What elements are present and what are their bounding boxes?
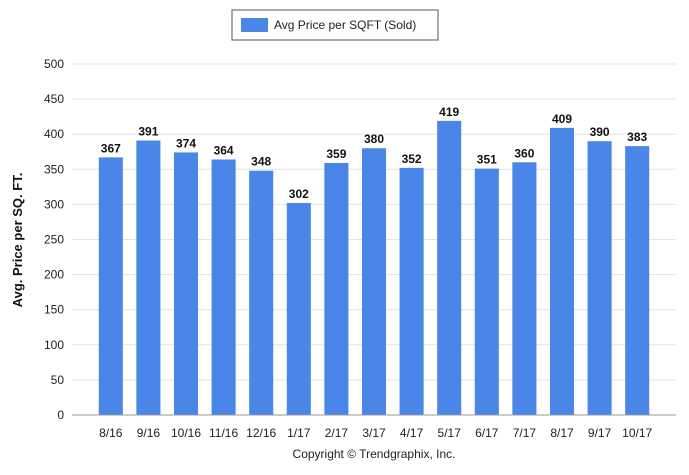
data-label: 360 — [514, 146, 534, 160]
y-tick-label: 0 — [57, 408, 64, 422]
data-label: 383 — [627, 130, 647, 144]
data-label: 352 — [402, 152, 422, 166]
y-tick-label: 50 — [51, 373, 65, 387]
data-label: 380 — [364, 132, 384, 146]
x-tick-label: 11/16 — [209, 426, 238, 440]
bar — [437, 120, 462, 415]
y-tick-label: 100 — [44, 338, 64, 352]
y-tick-label: 300 — [44, 197, 64, 211]
bar — [625, 146, 650, 415]
x-tick-label: 1/17 — [287, 426, 311, 440]
data-label: 348 — [251, 155, 271, 169]
data-label: 390 — [590, 125, 610, 139]
y-tick-label: 450 — [44, 92, 64, 106]
bar — [98, 157, 123, 415]
bar — [549, 127, 575, 415]
x-tick-label: 10/17 — [622, 426, 652, 440]
y-axis-title: Avg. Price per SQ. FT. — [10, 173, 25, 308]
bar — [324, 162, 349, 415]
data-label: 391 — [138, 125, 158, 139]
x-tick-label: 6/17 — [475, 426, 499, 440]
data-label: 359 — [326, 147, 346, 161]
bar — [211, 159, 236, 415]
bar — [136, 140, 161, 415]
bars — [98, 120, 650, 416]
data-label: 351 — [477, 153, 497, 167]
bar — [512, 162, 537, 415]
y-tick-label: 350 — [44, 162, 64, 176]
legend-label: Avg Price per SQFT (Sold) — [274, 18, 416, 32]
y-axis-ticks: 0 50 100 150 200 250 300 350 400 450 500 — [44, 57, 64, 422]
x-tick-label: 12/16 — [246, 426, 276, 440]
data-label: 374 — [176, 136, 196, 150]
bar — [173, 152, 199, 415]
bar — [474, 168, 499, 415]
x-tick-label: 2/17 — [325, 426, 349, 440]
bar — [587, 141, 612, 415]
x-tick-label: 4/17 — [400, 426, 424, 440]
data-label: 409 — [552, 112, 572, 126]
x-tick-label: 8/16 — [99, 426, 123, 440]
y-tick-label: 500 — [44, 57, 64, 71]
x-tick-label: 8/17 — [550, 426, 574, 440]
data-labels: 367 391 374 364 348 302 359 380 352 419 351 360 409 3… — [101, 105, 648, 201]
y-tick-label: 150 — [44, 303, 64, 317]
bar — [286, 202, 311, 415]
legend: Avg Price per SQFT (Sold) — [231, 9, 439, 41]
copyright-text: Copyright © Trendgraphix, Inc. — [293, 447, 456, 461]
y-tick-label: 250 — [44, 233, 64, 247]
x-tick-label: 9/17 — [588, 426, 612, 440]
bar — [361, 148, 387, 416]
x-tick-label: 9/16 — [137, 426, 161, 440]
legend-swatch — [241, 18, 268, 32]
x-tick-label: 5/17 — [438, 426, 462, 440]
x-axis-ticks: 8/16 9/16 10/16 11/16 12/16 1/17 2/17 3/17 4/17 5… — [99, 426, 652, 440]
data-label: 302 — [289, 187, 309, 201]
y-tick-label: 400 — [44, 127, 64, 141]
y-tick-label: 200 — [44, 268, 64, 282]
data-label: 367 — [101, 141, 121, 155]
bar — [399, 167, 424, 415]
x-tick-label: 3/17 — [362, 426, 386, 440]
x-tick-label: 7/17 — [513, 426, 537, 440]
data-label: 364 — [214, 143, 234, 157]
bar — [249, 170, 274, 415]
data-label: 419 — [439, 105, 459, 119]
x-tick-label: 10/16 — [171, 426, 201, 440]
